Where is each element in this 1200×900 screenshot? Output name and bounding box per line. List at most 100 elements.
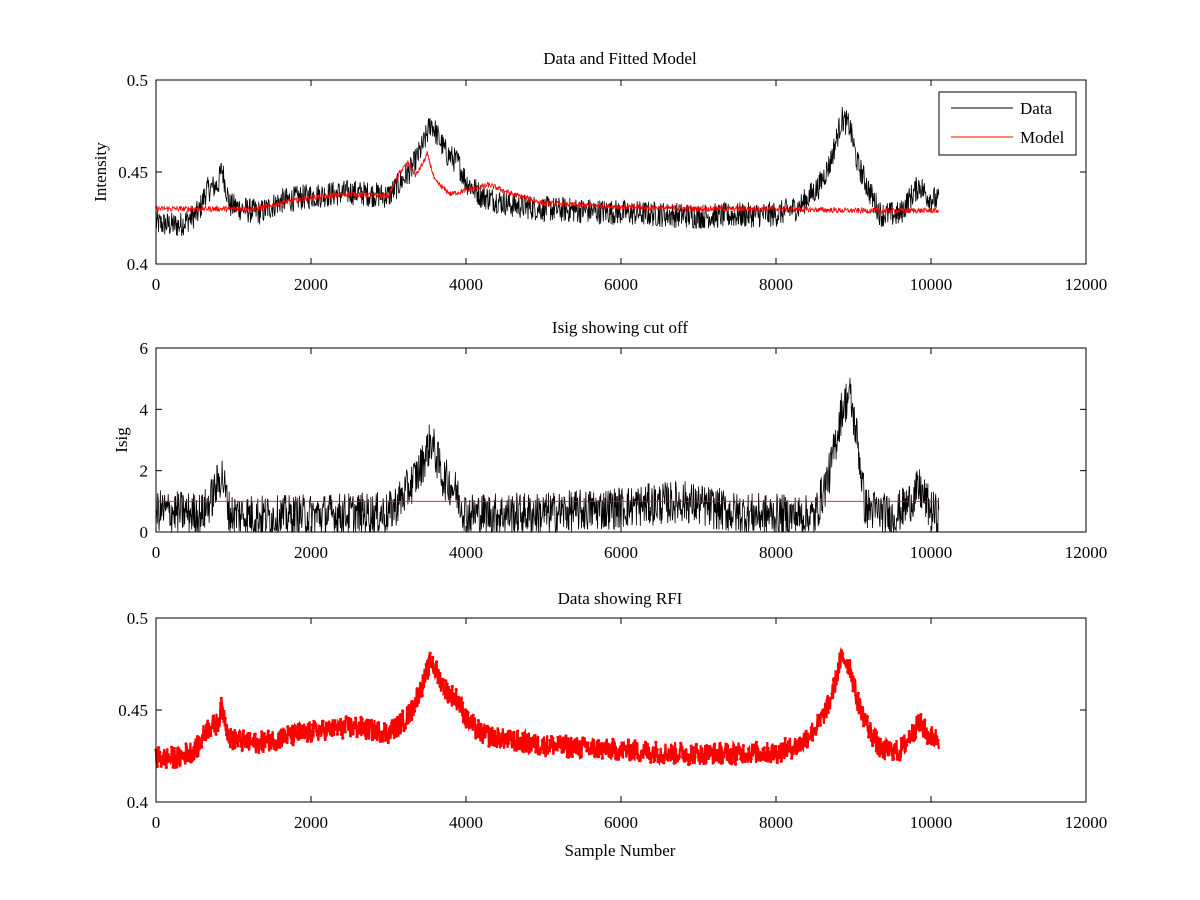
chart-3-marker <box>172 746 176 751</box>
x-tick-label: 6000 <box>604 275 638 294</box>
chart-3-marker <box>553 747 558 751</box>
chart-3-marker <box>288 733 292 737</box>
chart-3-marker <box>230 730 234 734</box>
chart-3-marker <box>532 735 537 739</box>
chart-3-marker <box>271 742 276 746</box>
chart-3-marker <box>596 739 601 743</box>
chart-3-marker <box>512 730 516 735</box>
chart-panel-2: Isig showing cut off 0 2000 4000 6000 8000 10… <box>112 318 1107 562</box>
chart-3-marker <box>448 699 452 703</box>
chart-3-marker <box>681 752 685 756</box>
chart-3-marker <box>895 757 900 761</box>
chart-3-marker <box>925 741 930 746</box>
chart-3-marker <box>647 756 652 761</box>
chart-3-marker <box>234 731 238 735</box>
chart-3-marker <box>607 743 611 747</box>
chart-3-marker <box>378 739 383 744</box>
chart-3-marker <box>377 730 381 734</box>
chart-3-marker <box>646 751 650 755</box>
chart-3-marker <box>848 674 853 679</box>
chart-3-marker <box>589 747 593 751</box>
chart-3-marker <box>194 746 199 750</box>
chart-3-marker <box>367 725 371 729</box>
y-tick-label: 0.45 <box>118 163 148 182</box>
chart-3-marker <box>757 758 761 762</box>
chart-3-marker <box>427 673 431 677</box>
chart-3-marker <box>818 723 823 727</box>
chart-3-marker <box>774 745 778 749</box>
chart-3-marker <box>266 729 270 733</box>
chart-3-marker <box>753 749 757 753</box>
chart-3-marker <box>741 744 746 748</box>
chart-3-marker <box>919 713 923 717</box>
chart-3-marker <box>470 720 474 724</box>
chart-3-marker <box>365 735 370 739</box>
chart-1-ylabel: Intensity <box>91 142 110 202</box>
chart-3-marker <box>911 738 915 742</box>
chart-3-marker <box>429 662 433 666</box>
chart-3-marker <box>829 696 833 700</box>
chart-3-marker <box>827 702 832 706</box>
chart-3-marker <box>737 751 742 755</box>
chart-3-marker <box>782 747 786 751</box>
chart-3-marker <box>372 735 376 740</box>
x-tick-label: 0 <box>152 543 161 562</box>
chart-3-marker <box>160 759 165 764</box>
y-tick-label: 4 <box>140 400 149 419</box>
chart-3-marker <box>914 735 918 739</box>
chart-3-marker <box>606 750 610 755</box>
chart-3-marker <box>666 753 670 758</box>
chart-3-marker <box>232 740 236 744</box>
chart-3-marker <box>878 737 883 741</box>
chart-3-marker <box>525 748 529 753</box>
chart-3-marker <box>284 740 289 744</box>
chart-3-marker <box>475 729 479 733</box>
chart-3-marker <box>461 701 465 705</box>
chart-3-marker <box>317 724 321 728</box>
chart-3-marker <box>406 721 410 725</box>
chart-3-marker <box>275 746 279 750</box>
y-tick-label: 6 <box>140 339 149 358</box>
chart-3-marker <box>248 732 252 736</box>
chart-3-marker <box>791 745 795 750</box>
chart-3-marker <box>838 652 842 656</box>
y-tick-label: 0.45 <box>118 701 148 720</box>
chart-3-marker <box>888 741 892 745</box>
chart-3-marker <box>604 740 608 744</box>
chart-3-marker <box>586 741 590 745</box>
chart-3-marker <box>868 725 872 729</box>
chart-3-marker <box>792 748 796 752</box>
chart-2-ylabel: Isig <box>112 427 131 453</box>
chart-3-marker <box>256 739 260 744</box>
chart-3-marker <box>474 736 478 740</box>
chart-3-marker <box>471 713 475 717</box>
chart-3-marker <box>164 765 168 770</box>
x-tick-label: 10000 <box>910 543 953 562</box>
x-tick-label: 8000 <box>759 275 793 294</box>
chart-3-marker <box>680 746 684 750</box>
chart-3-marker <box>158 750 162 754</box>
chart-3-marker <box>168 756 172 760</box>
chart-3-marker <box>805 745 809 749</box>
chart-3-marker <box>700 747 704 751</box>
chart-3-marker <box>568 750 572 754</box>
x-tick-label: 10000 <box>910 813 953 832</box>
chart-panel-1: Data and Fitted Model 0 2000 4000 6000 8000 1… <box>91 49 1107 294</box>
chart-3-marker <box>485 724 490 728</box>
chart-3-marker <box>788 748 793 752</box>
chart-3-marker <box>339 732 343 737</box>
chart-3-marker <box>341 736 345 740</box>
chart-3-marker <box>446 685 450 689</box>
chart-3-marker <box>281 734 285 738</box>
chart-3-marker <box>715 748 719 753</box>
chart-3-marker <box>779 759 783 763</box>
chart-3-marker <box>530 742 534 746</box>
chart-3-marker <box>921 722 926 726</box>
chart-3-marker <box>837 666 841 670</box>
chart-3-marker <box>924 736 928 740</box>
chart-3-marker <box>316 728 320 732</box>
chart-3-marker <box>625 751 629 755</box>
chart-3-marker <box>514 748 518 752</box>
chart-3-marker <box>185 751 189 755</box>
chart-3-marker <box>826 711 830 715</box>
